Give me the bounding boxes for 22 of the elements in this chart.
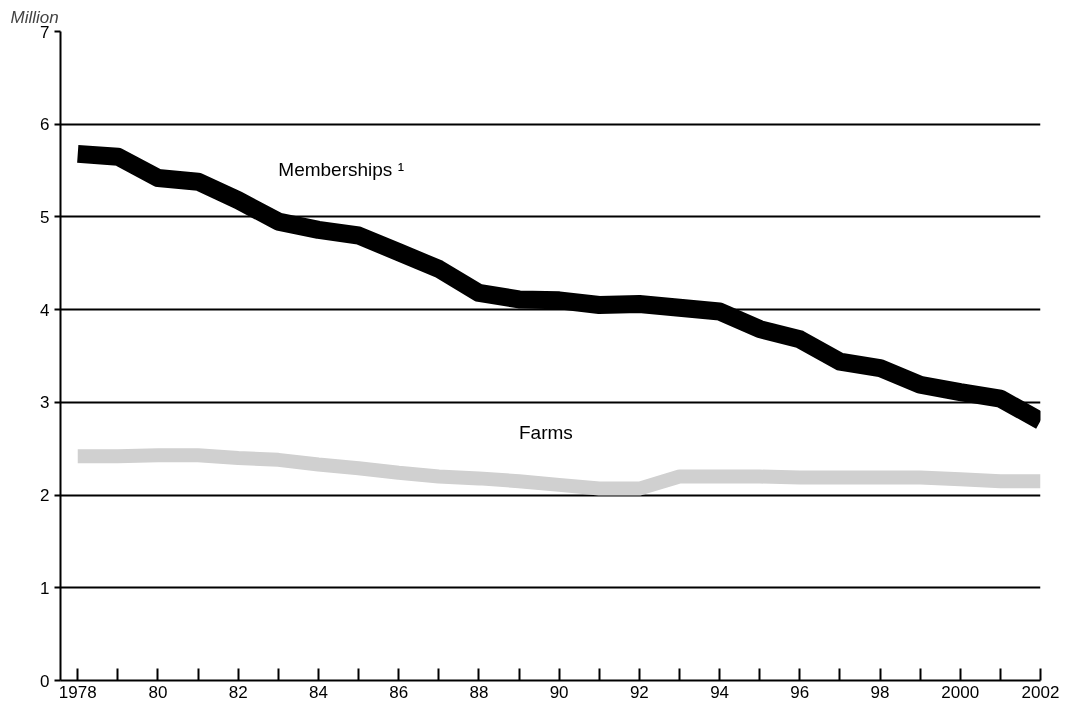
y-tick-label: 2 (40, 486, 50, 506)
x-tick-label: 88 (469, 682, 489, 702)
y-tick-label: 3 (40, 393, 50, 413)
x-tick-label: 82 (228, 682, 248, 702)
series-label: Memberships ¹ (278, 158, 404, 180)
x-tick-label: 94 (710, 682, 730, 702)
x-tick-label: 2000 (941, 682, 980, 702)
x-tick-label: 80 (148, 682, 168, 702)
x-tick-label: 1978 (58, 682, 97, 702)
x-tick-label: 98 (870, 682, 890, 702)
x-tick-label: 2002 (1021, 682, 1060, 702)
x-tick-label: 96 (790, 682, 810, 702)
y-tick-label: 5 (40, 207, 50, 227)
y-tick-label: 6 (40, 115, 50, 135)
x-tick-label: 86 (389, 682, 409, 702)
series-label: Farms (519, 422, 573, 444)
y-tick-label: 4 (40, 300, 50, 320)
x-tick-label: 90 (549, 682, 569, 702)
x-tick-label: 92 (629, 682, 649, 702)
y-tick-label: 1 (40, 578, 50, 598)
x-tick-label: 84 (308, 682, 328, 702)
y-tick-label: 0 (40, 671, 50, 691)
